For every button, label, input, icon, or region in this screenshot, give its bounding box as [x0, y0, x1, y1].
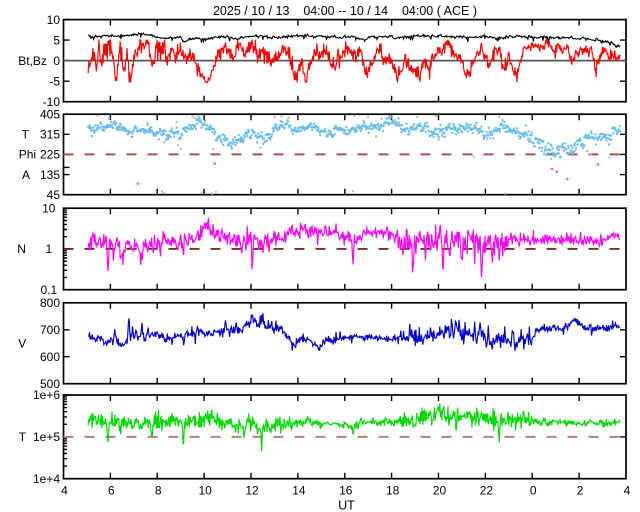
- svg-text:18: 18: [386, 484, 400, 498]
- svg-text:4: 4: [624, 484, 631, 498]
- svg-text:1: 1: [45, 242, 52, 256]
- svg-text:405: 405: [40, 107, 60, 121]
- svg-text:22: 22: [480, 484, 494, 498]
- svg-text:12: 12: [245, 484, 259, 498]
- svg-text:315: 315: [40, 128, 60, 142]
- svg-text:2025 / 10 / 13 04:00 -- 10: 2025 / 10 / 13 04:00 -- 10 / 14 04:00 ( …: [213, 4, 477, 18]
- svg-text:Bt,Bz: Bt,Bz: [18, 54, 47, 68]
- svg-text:T: T: [22, 128, 30, 142]
- svg-text:UT: UT: [338, 499, 355, 512]
- svg-text:1e+6: 1e+6: [33, 388, 60, 402]
- svg-text:A: A: [22, 168, 30, 182]
- svg-text:-5: -5: [49, 74, 60, 88]
- svg-text:600: 600: [40, 350, 60, 364]
- svg-text:T: T: [19, 430, 27, 444]
- svg-text:700: 700: [40, 323, 60, 337]
- svg-text:14: 14: [292, 484, 306, 498]
- svg-text:500: 500: [40, 377, 60, 391]
- svg-text:6: 6: [108, 484, 115, 498]
- svg-text:8: 8: [155, 484, 162, 498]
- svg-text:-10: -10: [43, 95, 61, 109]
- svg-text:225: 225: [40, 148, 60, 162]
- svg-text:4: 4: [61, 484, 68, 498]
- svg-text:0: 0: [53, 54, 60, 68]
- svg-text:1e+4: 1e+4: [33, 472, 60, 486]
- svg-text:1e+5: 1e+5: [33, 430, 60, 444]
- svg-text:16: 16: [339, 484, 353, 498]
- svg-text:V: V: [18, 336, 26, 350]
- svg-text:135: 135: [40, 168, 60, 182]
- svg-text:5: 5: [53, 33, 60, 47]
- svg-text:10: 10: [42, 201, 56, 215]
- svg-text:10: 10: [47, 13, 61, 27]
- svg-text:10: 10: [198, 484, 212, 498]
- svg-text:800: 800: [40, 296, 60, 310]
- svg-text:2: 2: [577, 484, 584, 498]
- svg-text:20: 20: [433, 484, 447, 498]
- svg-text:45: 45: [47, 188, 61, 202]
- svg-text:N: N: [17, 242, 26, 256]
- svg-text:0.1: 0.1: [40, 283, 57, 297]
- svg-text:0: 0: [530, 484, 537, 498]
- svg-text:Phi: Phi: [19, 148, 36, 162]
